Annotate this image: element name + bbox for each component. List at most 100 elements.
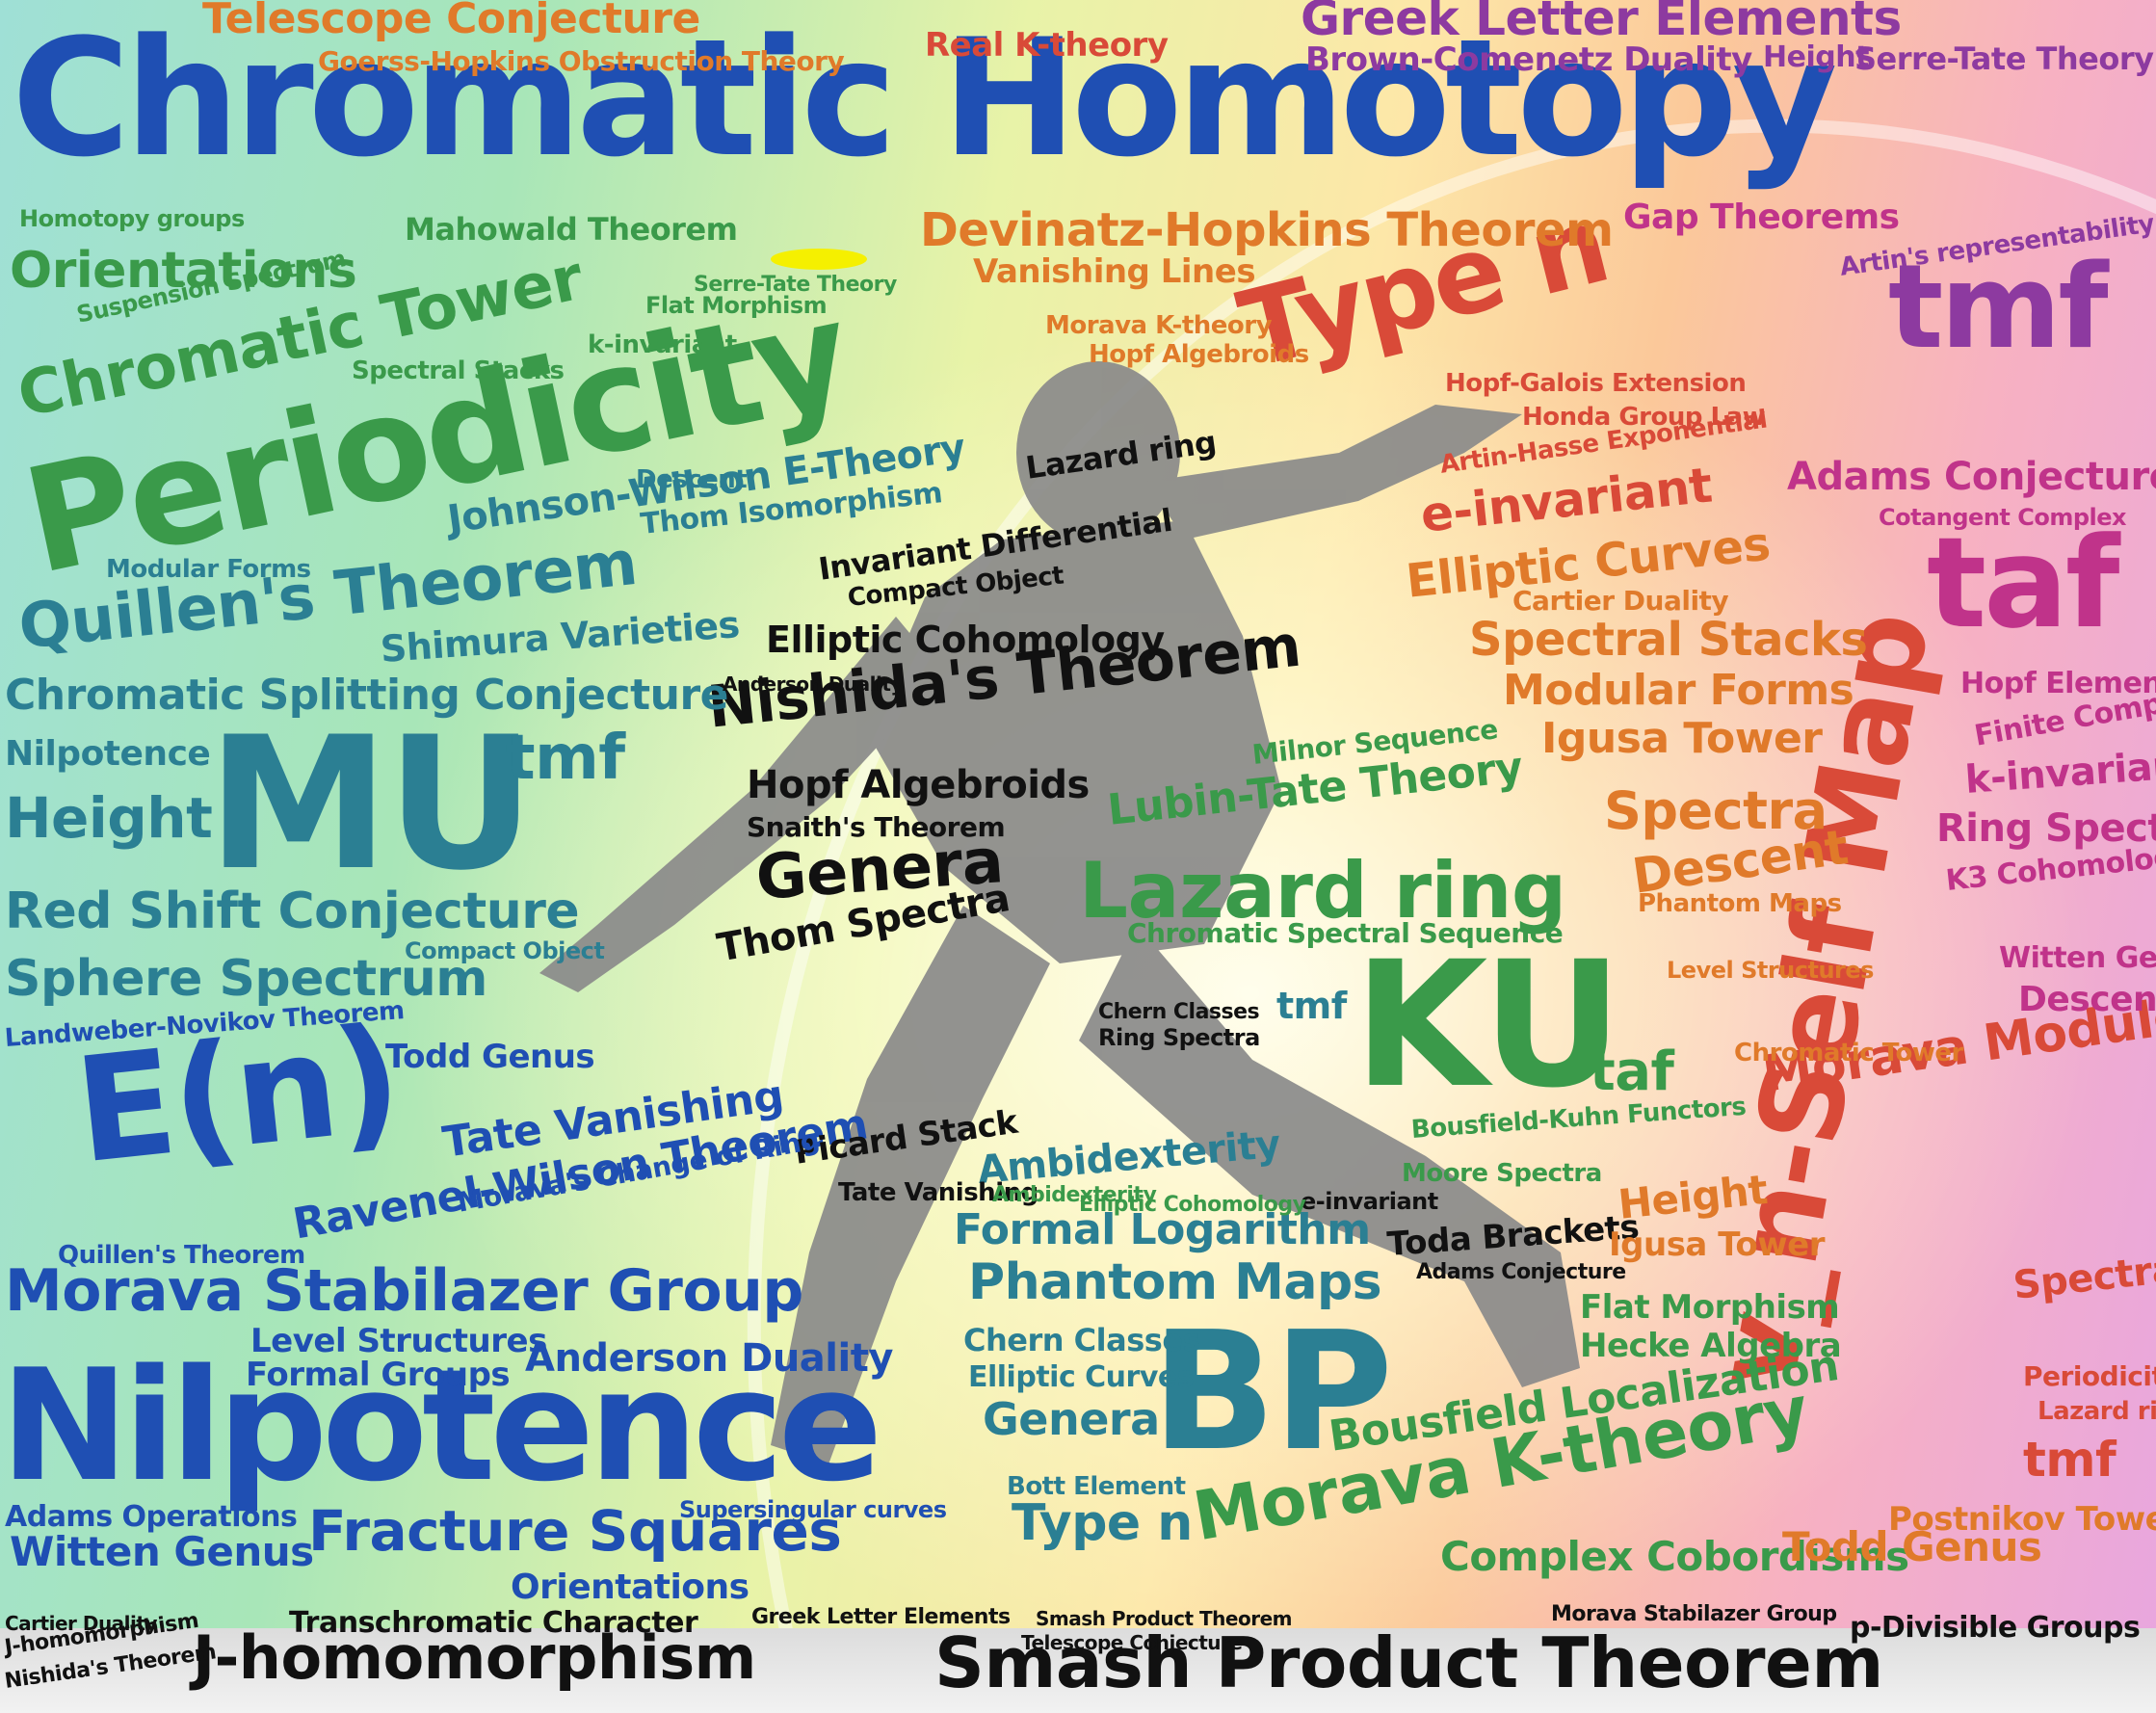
word: Elliptic Cohomology — [1079, 1193, 1306, 1217]
word: Phantom Maps — [1638, 889, 1842, 918]
word: Moore Spectra — [1402, 1159, 1602, 1188]
word: Elliptic Curves — [968, 1360, 1195, 1394]
silhouette-back-leg — [771, 906, 1050, 1464]
silhouette-head — [1016, 361, 1180, 544]
word: tmf — [1276, 985, 1347, 1027]
word: Tate Vanishing — [838, 1178, 1039, 1207]
word: k-invariant — [588, 330, 737, 359]
word: Vanishing Lines — [973, 252, 1256, 291]
word: Level Structures — [250, 1322, 547, 1360]
grass-strip — [0, 1628, 2156, 1713]
word: Phantom Maps — [968, 1253, 1382, 1311]
word: Real K-theory — [925, 26, 1169, 65]
word: Devinatz-Hopkins Theorem — [920, 203, 1614, 257]
silhouette-raised-arm — [1146, 405, 1522, 540]
word: Morava Stabilazer Group — [1551, 1602, 1837, 1626]
word: Hecke Algebra — [1580, 1327, 1842, 1365]
word: Descent — [2018, 980, 2156, 1019]
word: Hopf Element — [1960, 667, 2156, 700]
word: tmf — [506, 723, 625, 794]
word: Elliptic Cohomology — [766, 619, 1165, 661]
word: Red Shift Conjecture — [5, 883, 580, 940]
silhouette-front-leg — [1079, 925, 1580, 1387]
word: Ring Spectra — [1098, 1024, 1260, 1051]
word: Chromatic Splitting Conjecture — [5, 671, 728, 720]
word: Snaith's Theorem — [747, 811, 1006, 843]
word: Orientations — [10, 242, 357, 300]
word: Anderson Duality — [525, 1336, 893, 1381]
word: taf — [1590, 1041, 1674, 1103]
word: Serre-Tate Theory — [694, 273, 897, 297]
word: Postnikov Tower — [1888, 1500, 2156, 1539]
word: Hopf Algebroids — [747, 763, 1090, 807]
word: Homotopy groups — [19, 205, 245, 232]
word: Chern Classes — [1098, 1000, 1260, 1024]
word: Periodicity — [2023, 1360, 2156, 1392]
word: Height — [1763, 40, 1869, 74]
word: Orientations — [511, 1568, 749, 1607]
word: Igusa Tower — [1609, 1225, 1825, 1264]
silhouette-left-arm — [539, 617, 944, 992]
word: Todd Genus — [1782, 1523, 2042, 1570]
word: Modular Forms — [106, 555, 311, 584]
word: Hopf-Galois Extension — [1445, 369, 1747, 398]
word: Lazard ring — [1079, 846, 1566, 936]
word: Lazard ring — [2038, 1397, 2156, 1426]
word: Anderson Duality — [723, 672, 903, 696]
word: J-homomorphism — [193, 1622, 756, 1693]
word: Supersingular curves — [679, 1496, 947, 1523]
word: Todd Genus — [385, 1038, 595, 1076]
word: Sphere Spectrum — [5, 950, 487, 1008]
word: taf — [1927, 510, 2119, 656]
word: Ring Spectra — [1936, 806, 2156, 851]
word: Flat Morphism — [645, 292, 828, 319]
word: Complex Cobordisms — [1440, 1533, 1909, 1580]
word: Mahowald Theorem — [405, 211, 738, 248]
word: Adams Conjecture — [1416, 1260, 1626, 1284]
word: Cartier Duality — [1512, 585, 1729, 617]
word: Height — [5, 785, 213, 851]
word: Chromatic Homotopy — [12, 4, 1838, 193]
word: Igusa Tower — [1541, 714, 1823, 763]
word: Smash Product Theorem — [1036, 1607, 1293, 1630]
word: tmf — [2023, 1432, 2117, 1488]
word: Telescope Conjecture — [202, 0, 700, 43]
word: Morava K-theory — [1045, 311, 1273, 340]
word: Adams Conjecture — [1787, 455, 2156, 499]
word: Telescope Conjecture — [1021, 1631, 1243, 1654]
word: Brown-Comenetz Duality — [1305, 40, 1752, 79]
word: Cotangent Complex — [1879, 504, 2127, 531]
word: Spectral Stacks — [1469, 613, 1868, 667]
word: Morava Stabilazer Group — [5, 1257, 803, 1325]
yellow-highlight-mark — [771, 249, 867, 270]
word: Nilpotence — [0, 1335, 882, 1515]
word: Nilpotence — [5, 734, 211, 774]
word: Hopf Algebroids — [1089, 340, 1309, 369]
word: tmf — [1888, 241, 2109, 375]
word: Descent — [636, 465, 748, 494]
word: Greek Letter Elements — [1301, 0, 1902, 46]
word: Level Structures — [1667, 957, 1874, 984]
word: Formal Logarithm — [954, 1205, 1371, 1254]
word: BP — [1151, 1297, 1393, 1488]
word: Serre-Tate Theory — [1854, 40, 2154, 77]
word: Chromatic Tower — [1734, 1039, 1963, 1067]
word: Ambidexterity — [992, 1183, 1157, 1207]
word: Goerss-Hopkins Obstruction Theory — [318, 45, 845, 77]
word: Spectral Stacks — [352, 356, 565, 385]
word: Bott Element — [1007, 1472, 1186, 1501]
word: KU — [1354, 925, 1622, 1126]
word: Adams Operations — [5, 1500, 298, 1534]
word: Witten Genus — [10, 1528, 314, 1575]
word: Smash Product Theorem — [934, 1622, 1883, 1703]
word: Flat Morphism — [1580, 1288, 1840, 1327]
word: Chromatic Spectral Sequence — [1127, 917, 1564, 949]
word: Quillen's Theorem — [58, 1241, 305, 1270]
word: Modular Forms — [1503, 666, 1854, 715]
word: Witten Genus — [1999, 941, 2156, 975]
word: Type n — [1012, 1494, 1193, 1552]
word: Transchromatic Character — [289, 1606, 698, 1640]
word: MU — [207, 698, 535, 910]
